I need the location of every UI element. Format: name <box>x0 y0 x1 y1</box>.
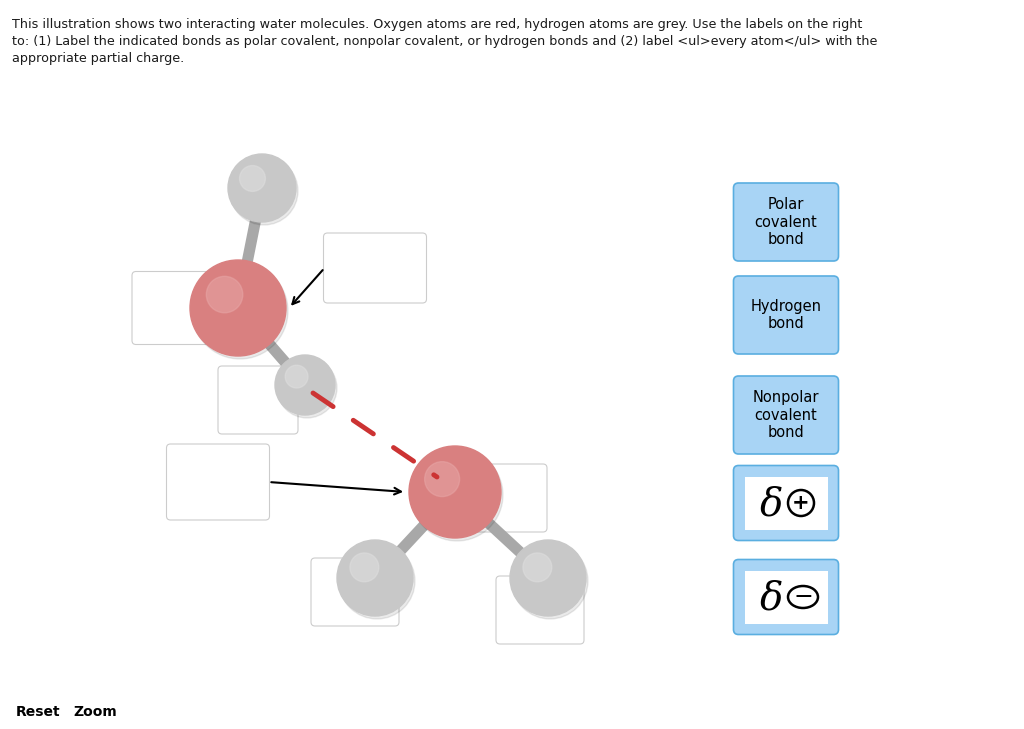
Text: δ: δ <box>760 580 783 617</box>
Text: Nonpolar
covalent
bond: Nonpolar covalent bond <box>753 390 819 440</box>
Circle shape <box>228 154 296 222</box>
Circle shape <box>510 540 586 616</box>
Text: −: − <box>794 585 813 609</box>
FancyBboxPatch shape <box>733 559 839 634</box>
Circle shape <box>275 355 335 415</box>
Circle shape <box>339 543 415 619</box>
FancyBboxPatch shape <box>167 444 269 520</box>
Circle shape <box>411 449 503 541</box>
Text: Polar
covalent
bond: Polar covalent bond <box>755 197 817 247</box>
FancyBboxPatch shape <box>733 376 839 454</box>
Circle shape <box>193 263 288 359</box>
FancyBboxPatch shape <box>733 276 839 354</box>
Circle shape <box>230 157 298 225</box>
Text: appropriate partial charge.: appropriate partial charge. <box>12 52 184 65</box>
FancyBboxPatch shape <box>311 558 399 626</box>
Text: δ: δ <box>760 486 783 523</box>
Circle shape <box>337 540 413 616</box>
FancyBboxPatch shape <box>744 571 827 623</box>
Text: Hydrogen
bond: Hydrogen bond <box>751 299 821 331</box>
FancyBboxPatch shape <box>496 576 584 644</box>
Circle shape <box>286 365 308 388</box>
Circle shape <box>206 276 243 313</box>
Circle shape <box>523 553 552 582</box>
FancyBboxPatch shape <box>218 366 298 434</box>
FancyBboxPatch shape <box>733 183 839 261</box>
Circle shape <box>350 553 379 582</box>
Text: Zoom: Zoom <box>73 705 117 719</box>
Text: This illustration shows two interacting water molecules. Oxygen atoms are red, h: This illustration shows two interacting … <box>12 18 862 31</box>
Circle shape <box>409 446 501 538</box>
FancyBboxPatch shape <box>467 464 547 532</box>
FancyBboxPatch shape <box>324 233 427 303</box>
FancyBboxPatch shape <box>733 466 839 540</box>
Circle shape <box>240 165 265 192</box>
FancyBboxPatch shape <box>132 271 212 345</box>
Text: Reset: Reset <box>15 705 60 719</box>
Circle shape <box>190 260 286 356</box>
Text: +: + <box>793 493 810 513</box>
FancyBboxPatch shape <box>744 477 827 529</box>
Text: to: (1) Label the indicated bonds as polar covalent, nonpolar covalent, or hydro: to: (1) Label the indicated bonds as pol… <box>12 35 878 48</box>
Circle shape <box>278 358 337 418</box>
Circle shape <box>425 461 460 496</box>
Circle shape <box>512 543 588 619</box>
